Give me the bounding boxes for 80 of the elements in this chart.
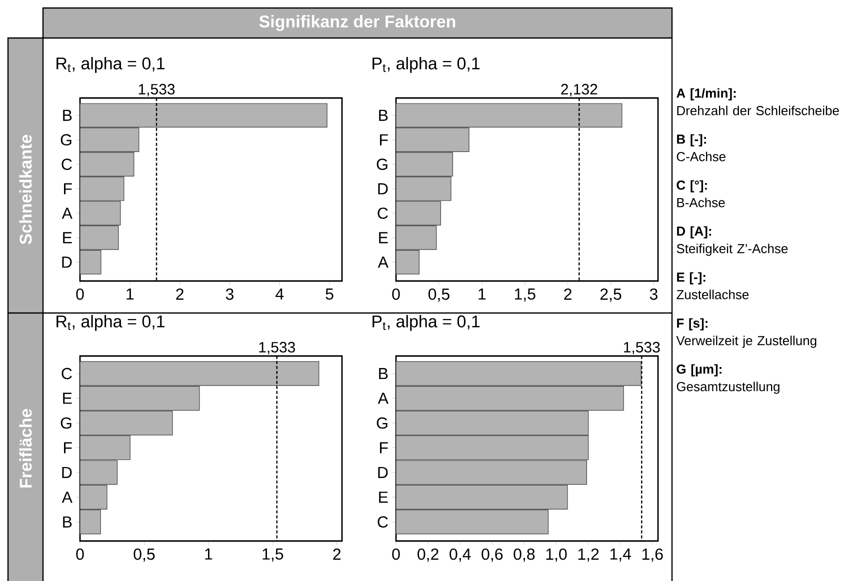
y-tick-label: D (378, 183, 388, 194)
x-tick-label: 1,4 (610, 548, 632, 562)
ref-line-label: 1,533 (259, 342, 295, 354)
y-tick-label: E (379, 232, 388, 244)
y-tick-label: D (378, 466, 388, 478)
x-tick-label: 0 (76, 288, 84, 300)
y-tick-label: A (378, 256, 388, 268)
y-tick-label: A (62, 208, 72, 219)
y-tick-label: C (378, 516, 388, 528)
y-tick-label: E (63, 392, 72, 404)
y-tick-label: D (62, 256, 72, 268)
x-tick-label: 2 (333, 548, 341, 560)
y-tick-label: B (63, 110, 72, 121)
y-tick-label: F (380, 134, 388, 146)
x-tick-label: 1 (126, 288, 134, 300)
y-tick-label: B (63, 516, 72, 528)
x-tick-label: 0,5 (428, 288, 450, 302)
x-tick-label: 0 (392, 288, 400, 300)
ref-line-label: 1,533 (138, 84, 175, 96)
text: B-Achse (677, 198, 725, 208)
text: A [1/min]: (676, 88, 736, 100)
text: Drehzahl der Schleifscheibe (677, 106, 839, 116)
x-tick-label: 0,8 (514, 548, 535, 562)
y-tick-label: G (376, 158, 388, 170)
x-tick-label: 1,5 (514, 288, 536, 302)
y-tick-label: E (379, 492, 388, 503)
y-tick-label: C (62, 158, 72, 170)
text: Verweilzeit je Zustellung (676, 336, 816, 348)
y-tick-label: D (62, 466, 72, 478)
text: E [-]: (677, 272, 706, 284)
text: Steifigkeit Z’-Achse (676, 244, 788, 256)
text: F [s]: (677, 318, 708, 330)
text: Zustellachse (676, 290, 749, 300)
x-tick-label: 1,5 (262, 548, 284, 562)
x-tick-label: 0,6 (482, 548, 503, 562)
text: D [A]: (677, 226, 712, 238)
x-tick-label: 1 (478, 288, 486, 300)
y-tick-label: F (380, 442, 388, 454)
x-tick-label: 5 (326, 288, 334, 300)
y-tick-label: G (60, 134, 72, 146)
x-tick-label: 3 (650, 288, 658, 300)
x-tick-label: 0 (392, 548, 400, 560)
text: Signifikanz der Faktoren (259, 15, 456, 31)
x-tick-label: 0 (76, 548, 84, 560)
y-tick-label: G (376, 417, 388, 429)
y-tick-label: C (62, 368, 72, 380)
text: C-Achse (676, 152, 726, 162)
x-tick-label: 3 (226, 288, 234, 300)
y-tick-label: A (62, 492, 72, 503)
x-tick-label: 0,4 (450, 548, 471, 562)
y-tick-label: F (64, 183, 72, 194)
y-tick-label: F (64, 442, 72, 454)
text: C [°]: (676, 180, 707, 192)
x-tick-label: 1,0 (546, 548, 567, 562)
chart-title: P$_{t}$, alpha = 0,1 (372, 56, 480, 73)
x-tick-label: 1 (205, 548, 212, 560)
text: G [µm]: (676, 364, 722, 376)
y-tick-label: B (379, 368, 388, 380)
ref-line-label: 1,533 (624, 342, 660, 354)
x-tick-label: 2,5 (600, 288, 622, 302)
x-tick-label: 4 (276, 288, 284, 300)
y-tick-label: B (379, 110, 388, 121)
x-tick-label: 0,5 (134, 548, 155, 562)
text: Gesamtzustellung (676, 382, 780, 394)
chart-title: R$_{t}$, alpha = 0,1 (56, 314, 164, 331)
x-tick-label: 0,2 (418, 548, 438, 562)
y-axis-title: Schneidkante (19, 134, 32, 244)
text: B [-]: (677, 134, 706, 146)
x-tick-label: 1,2 (578, 548, 599, 562)
y-tick-label: C (378, 208, 388, 219)
chart-title: R$_{t}$, alpha = 0,1 (56, 56, 164, 73)
chart-title: P$_{t}$, alpha = 0,1 (372, 314, 480, 331)
y-tick-label: E (63, 232, 72, 244)
y-tick-label: A (378, 392, 388, 404)
ref-line-label: 2,132 (561, 84, 598, 96)
y-axis-title: Freifläche (19, 408, 32, 488)
x-tick-label: 2 (564, 288, 572, 300)
x-tick-label: 1,6 (642, 548, 663, 562)
y-tick-label: G (60, 417, 72, 429)
x-tick-label: 2 (176, 288, 184, 300)
